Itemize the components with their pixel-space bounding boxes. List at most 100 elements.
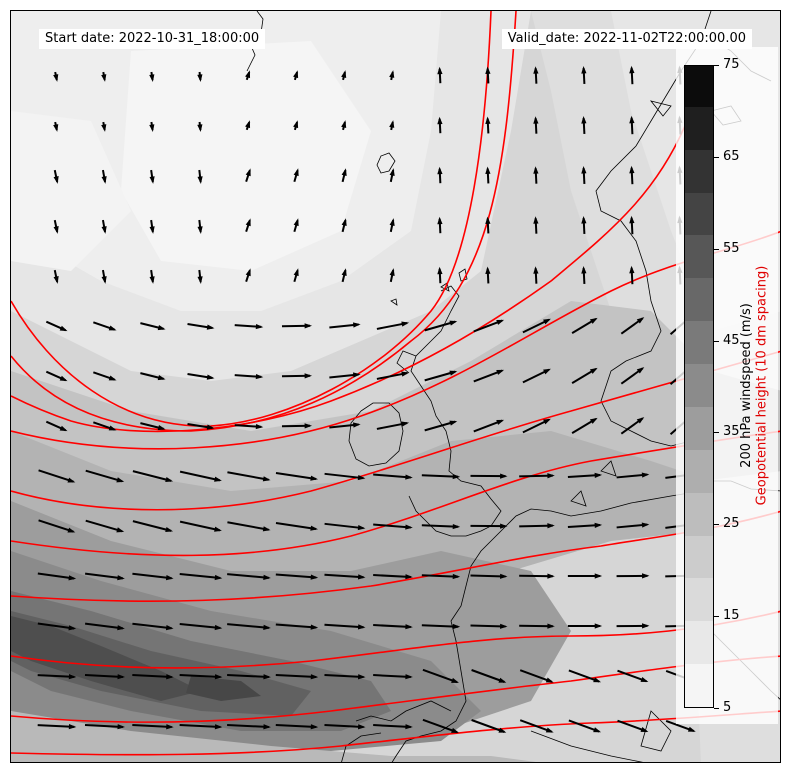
wind-arrow [179, 723, 223, 730]
wind-arrow [324, 623, 366, 630]
wind-arrow [376, 421, 410, 430]
wind-arrow [179, 572, 223, 581]
wind-arrow [389, 120, 395, 131]
wind-arrow [568, 719, 602, 733]
wind-arrow [293, 268, 299, 283]
wind-arrow [616, 472, 650, 479]
colorbar-segment [685, 577, 713, 622]
wind-arrow [132, 572, 174, 581]
colorbar-tick [714, 65, 719, 66]
wind-arrow [293, 120, 299, 131]
colorbar-segment [685, 106, 713, 150]
wind-arrow [629, 265, 635, 285]
wind-arrow [149, 269, 155, 284]
wind-arrow [471, 719, 507, 733]
wind-arrow [533, 66, 539, 84]
wind-arrow [132, 470, 174, 483]
wind-arrow [324, 522, 366, 531]
wind-arrow [45, 370, 68, 382]
wind-arrow [324, 724, 366, 730]
wind-arrow [519, 669, 554, 683]
wind-arrow [471, 669, 507, 683]
wind-arrow [179, 673, 223, 680]
colorbar-segment [685, 620, 713, 665]
wind-arrow [53, 219, 59, 234]
wind-arrow [470, 623, 508, 629]
wind-arrow [437, 116, 443, 134]
colorbar-tick-label: 75 [723, 57, 740, 72]
wind-arrow [629, 65, 635, 85]
map-panel: Start date: 2022-10-31_18:00:00 Valid_da… [10, 10, 781, 763]
wind-arrow [101, 169, 107, 184]
wind-arrow [373, 624, 413, 630]
wind-arrow [376, 371, 410, 380]
wind-arrow [197, 219, 203, 234]
wind-arrow [275, 723, 319, 730]
wind-arrow [329, 422, 361, 429]
wind-arrow [341, 168, 347, 183]
colorbar-tick-label: 35 [723, 424, 740, 439]
wind-arrow [567, 522, 603, 528]
wind-arrow [617, 669, 649, 683]
wind-arrow [533, 116, 539, 134]
colorbar-tick-label: 55 [723, 241, 740, 256]
wind-arrow [581, 216, 587, 235]
colorbar-tick-label: 45 [723, 333, 740, 348]
wind-arrow [101, 71, 107, 82]
wind-arrow [620, 367, 645, 385]
wind-arrow [227, 471, 271, 482]
wind-arrow [629, 115, 635, 135]
wind-arrow [470, 573, 508, 579]
wind-arrow [197, 269, 203, 284]
wind-arrow [234, 373, 264, 380]
colorbar-segment [685, 363, 713, 407]
wind-arrow [85, 519, 125, 533]
wind-arrow [93, 371, 117, 381]
wind-arrow [275, 472, 318, 481]
wind-arrow [281, 323, 313, 329]
wind-arrow [341, 268, 347, 283]
wind-arrow [421, 473, 461, 480]
wind-arrow [132, 674, 174, 680]
wind-arrow [437, 66, 443, 84]
colorbar-tick-label: 15 [723, 608, 740, 623]
wind-arrow [179, 622, 223, 631]
wind-arrow [485, 66, 491, 84]
wind-arrow [571, 367, 598, 384]
wind-arrow [341, 218, 347, 233]
colorbar-segment [685, 234, 713, 279]
wind-arrow [567, 573, 603, 579]
wind-arrow [389, 168, 395, 183]
wind-arrow [84, 724, 126, 730]
wind-arrow [373, 523, 413, 530]
colorbar-segment [685, 492, 713, 536]
wind-arrow [140, 372, 166, 381]
windspeed-colorbar [684, 65, 714, 708]
wind-arrow [620, 417, 645, 435]
wind-arrow [519, 473, 555, 479]
wind-arrow [101, 121, 107, 132]
wind-arrow [293, 218, 299, 233]
wind-arrow [245, 268, 251, 283]
colorbar-segment [685, 277, 713, 322]
wind-arrow [470, 473, 508, 479]
wind-arrow [568, 669, 602, 683]
colorbar-segment [685, 192, 713, 236]
wind-arrow [324, 472, 366, 481]
wind-arrow [485, 166, 491, 184]
wind-arrow [324, 674, 366, 680]
colorbar-tick [714, 524, 719, 525]
wind-arrow [132, 520, 174, 533]
wind-arrow [522, 368, 551, 384]
wind-arrow [519, 523, 555, 529]
wind-arrow [179, 520, 222, 532]
wind-arrow [616, 573, 650, 579]
wind-arrow [533, 216, 539, 234]
wind-arrow [227, 673, 271, 680]
wind-arrow [187, 423, 215, 430]
wind-arrow [581, 116, 587, 135]
colorbar-tick [714, 708, 719, 709]
colorbar-segment [685, 406, 713, 450]
wind-arrow [53, 169, 59, 184]
wind-arrow [422, 668, 459, 684]
